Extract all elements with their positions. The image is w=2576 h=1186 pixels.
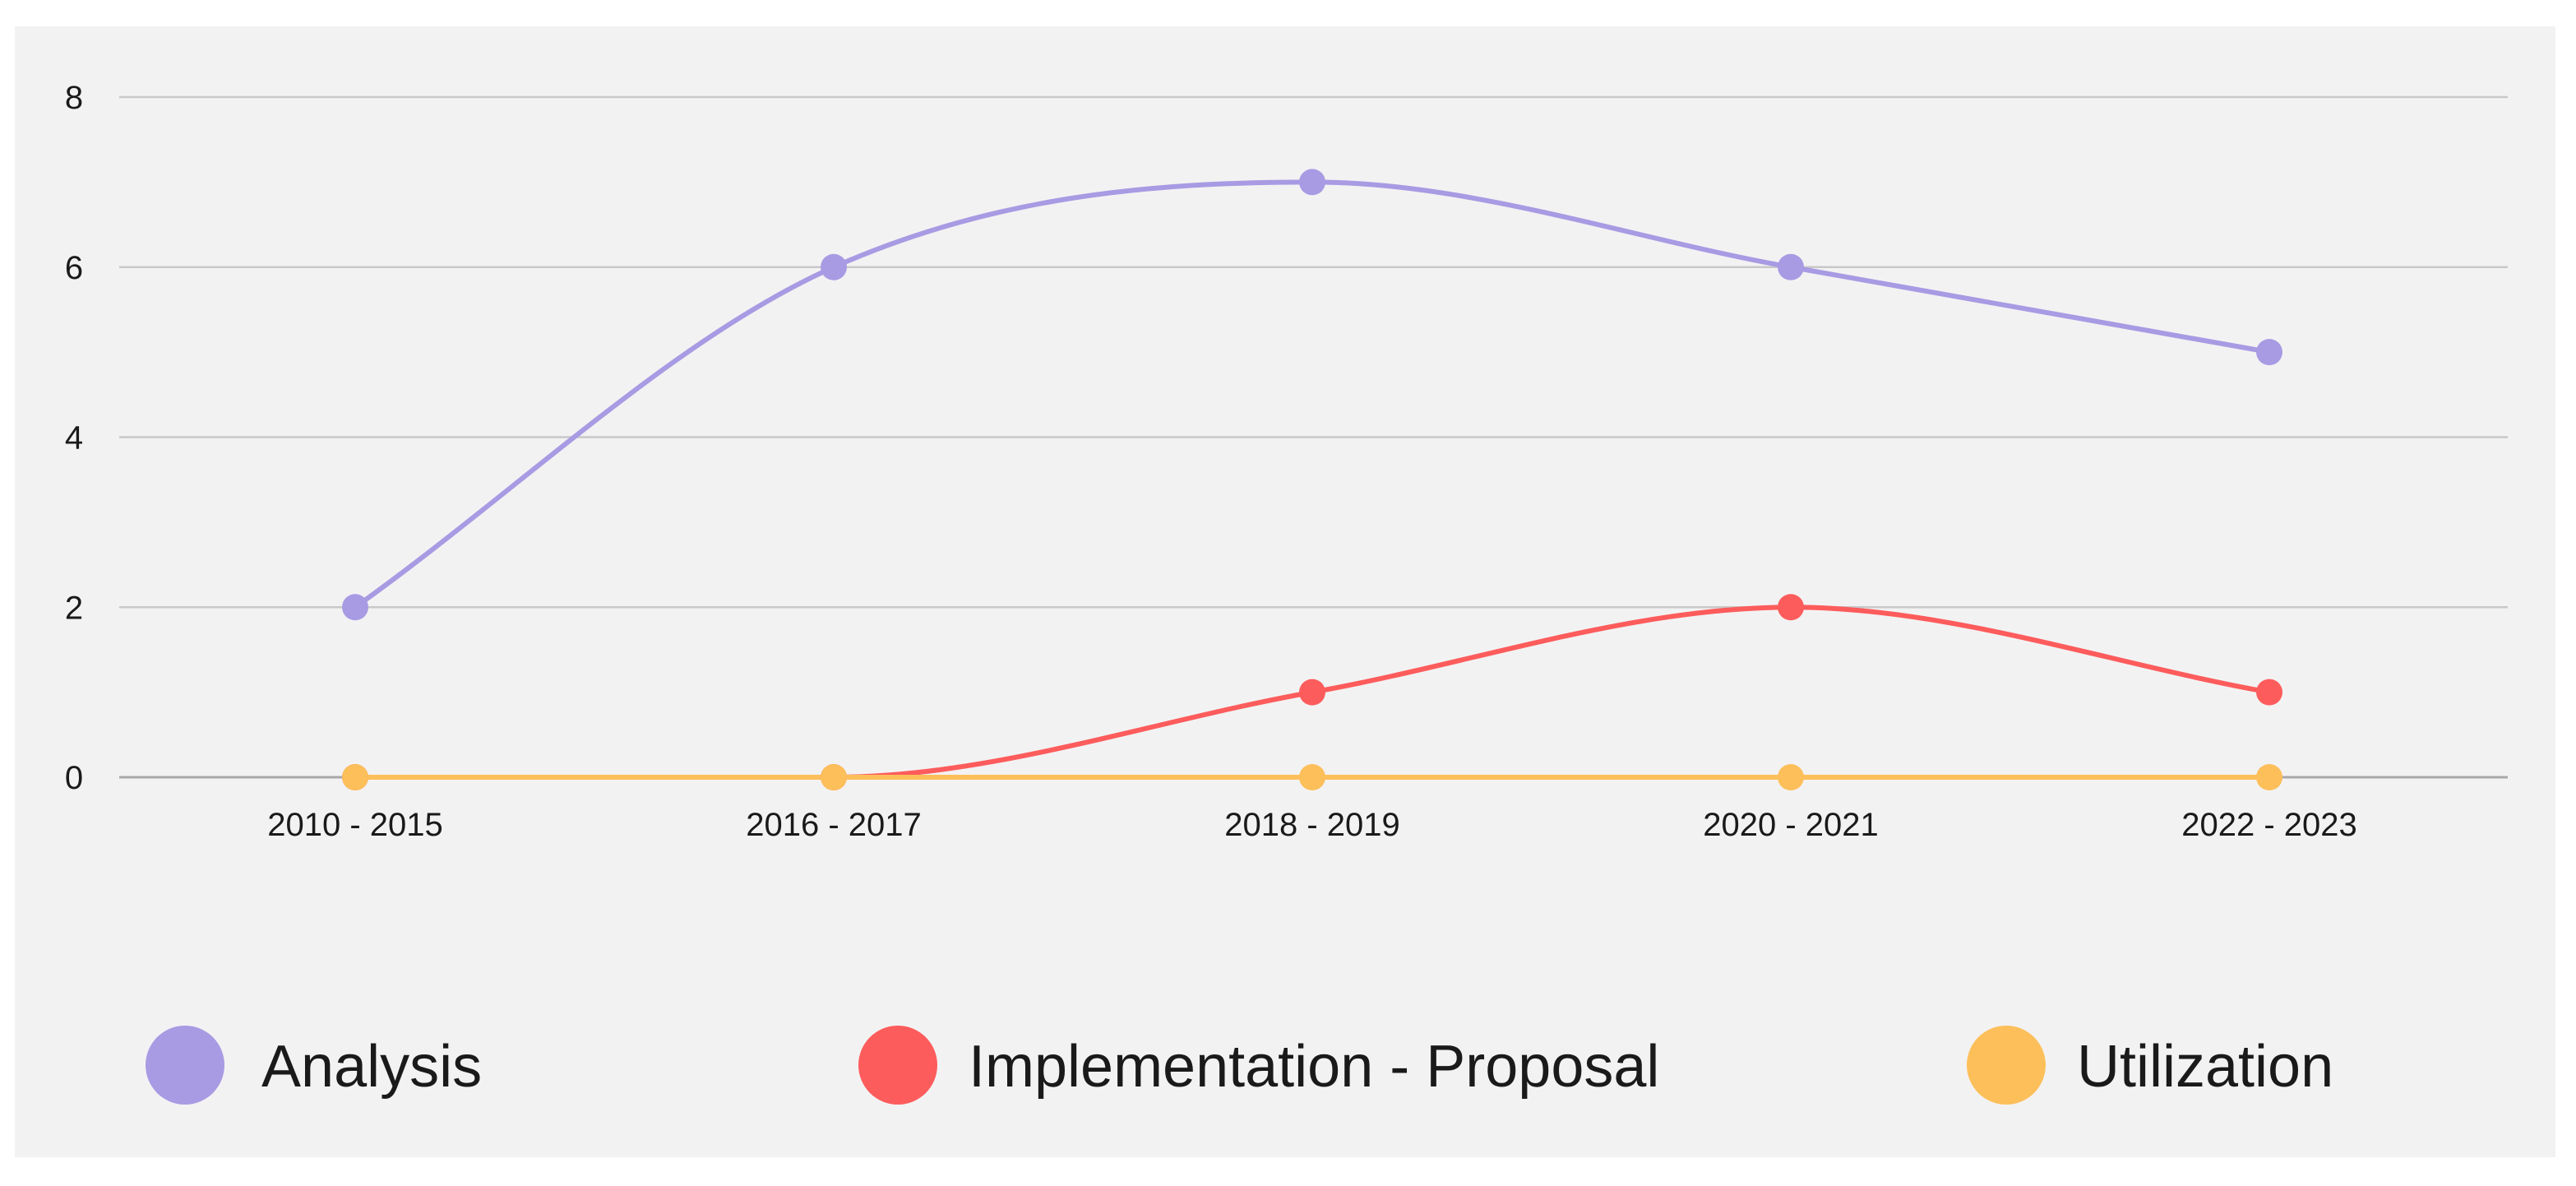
- legend-marker: [146, 1026, 224, 1105]
- legend-item: Utilization: [1967, 1026, 2333, 1105]
- x-tick-label: 2022 - 2023: [2181, 807, 2357, 843]
- legend-marker: [858, 1026, 937, 1105]
- x-tick-label: 2020 - 2021: [1703, 807, 1879, 843]
- data-point: [2256, 679, 2282, 706]
- data-point: [1778, 253, 1804, 280]
- legend-label: Utilization: [2077, 1034, 2333, 1100]
- legend-label: Implementation - Proposal: [969, 1034, 1659, 1100]
- data-point: [1778, 764, 1804, 790]
- legend-item: Analysis: [146, 1026, 482, 1105]
- y-tick-label: 6: [65, 250, 83, 286]
- x-axis-ticks: 2010 - 2015 2016 - 2017 2018 - 2019 2020 - …: [267, 807, 2357, 843]
- data-point: [1299, 679, 1325, 706]
- data-point: [1299, 764, 1325, 790]
- data-point: [821, 764, 847, 790]
- y-tick-label: 2: [65, 590, 83, 626]
- chart-background: [15, 26, 2555, 1157]
- legend: Analysis Implementation - Proposal Utiliza…: [146, 1026, 2333, 1105]
- data-point: [2256, 764, 2282, 790]
- data-point: [1299, 169, 1325, 196]
- legend-label: Analysis: [261, 1034, 482, 1100]
- x-tick-label: 2016 - 2017: [746, 807, 922, 843]
- data-point: [342, 594, 368, 621]
- y-tick-label: 4: [65, 420, 83, 456]
- x-tick-label: 2018 - 2019: [1224, 807, 1400, 843]
- data-point: [1778, 594, 1804, 621]
- y-tick-label: 8: [65, 80, 83, 116]
- data-point: [821, 253, 847, 280]
- y-tick-label: 0: [65, 760, 83, 796]
- legend-item: Implementation - Proposal: [858, 1026, 1659, 1105]
- data-points: [342, 169, 2282, 790]
- data-point: [2256, 339, 2282, 366]
- x-tick-label: 2010 - 2015: [267, 807, 443, 843]
- legend-marker: [1967, 1026, 2046, 1105]
- y-axis-ticks: 0 2 4 6 8: [65, 80, 83, 796]
- data-point: [342, 764, 368, 790]
